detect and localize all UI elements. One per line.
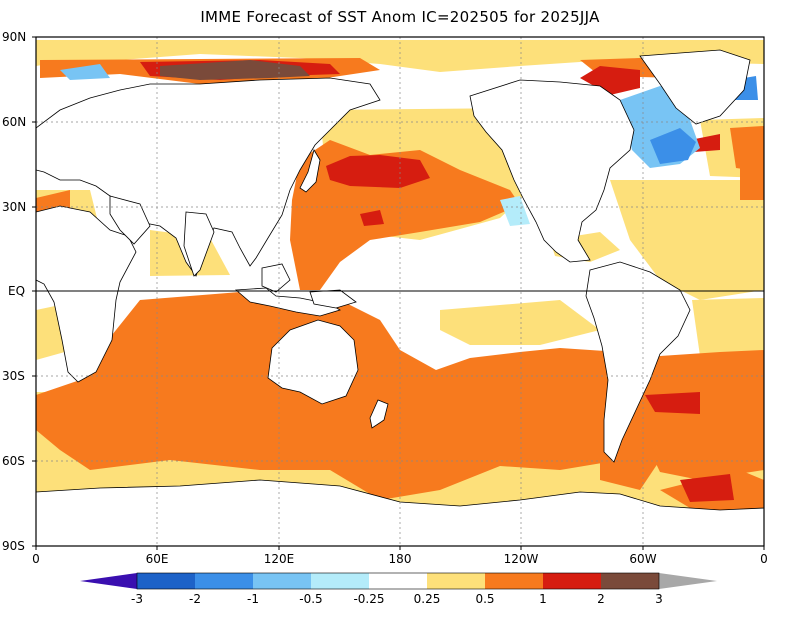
- lon-label-60e: 60E: [145, 552, 169, 566]
- lat-label-30s: 30S: [2, 369, 25, 383]
- colorbar-label: 0.5: [475, 592, 495, 606]
- colorbar-max-triangle: [659, 573, 717, 589]
- lon-label-180: 180: [388, 552, 412, 566]
- lon-label-0-east: 0: [760, 552, 768, 566]
- colorbar-label: -3: [131, 592, 143, 606]
- colorbar-segment: [601, 573, 659, 589]
- colorbar-label: -2: [189, 592, 201, 606]
- japan-landmass: [299, 148, 321, 193]
- north-america-landmass: [469, 79, 635, 263]
- lon-label-60w: 60W: [629, 552, 657, 566]
- colorbar-label: 2: [597, 592, 605, 606]
- colorbar-label: 1: [539, 592, 547, 606]
- eurasia-landmass: [36, 77, 381, 277]
- lat-label-60n: 60N: [2, 115, 27, 129]
- lon-label-0: 0: [32, 552, 40, 566]
- new-guinea-island: [309, 289, 357, 309]
- australia-landmass: [267, 319, 359, 405]
- colorbar-segment: [543, 573, 601, 589]
- colorbar-segment: [137, 573, 195, 589]
- lon-label-120e: 120E: [263, 552, 295, 566]
- lat-label-90s: 90S: [2, 539, 25, 553]
- colorbar-label: -0.5: [299, 592, 323, 606]
- indonesia-islands: [234, 287, 341, 317]
- colorbar-segment: [369, 573, 427, 589]
- colorbar-min-triangle: [80, 573, 137, 589]
- colorbar-segment: [311, 573, 369, 589]
- lon-label-120w: 120W: [503, 552, 539, 566]
- colorbar-segment: [195, 573, 253, 589]
- arabia-landmass: [109, 195, 151, 245]
- colorbar-label: -0.25: [353, 592, 385, 606]
- colorbar-outline: [136, 572, 660, 590]
- india-landmass: [183, 211, 215, 277]
- new-zealand-islands: [369, 399, 389, 429]
- lat-label-30n: 30N: [2, 200, 27, 214]
- colorbar-segment: [485, 573, 543, 589]
- colorbar: [80, 572, 717, 590]
- map-grid: [36, 37, 764, 546]
- colorbar-segment: [427, 573, 485, 589]
- lat-label-eq: EQ: [8, 284, 26, 298]
- colorbar-label: 0.25: [413, 592, 441, 606]
- colorbar-label: 3: [655, 592, 663, 606]
- lat-label-90n: 90N: [2, 30, 27, 44]
- borneo-island: [261, 263, 291, 293]
- greenland-landmass: [639, 49, 751, 125]
- lat-label-60s: 60S: [2, 454, 25, 468]
- africa-landmass: [36, 205, 137, 383]
- map-title: IMME Forecast of SST Anom IC=202505 for …: [200, 8, 600, 26]
- south-america-landmass: [585, 261, 691, 463]
- colorbar-segment: [253, 573, 311, 589]
- colorbar-label: -1: [247, 592, 259, 606]
- axis-ticks: [32, 36, 765, 550]
- anomaly-very-strong-warm: [160, 60, 310, 80]
